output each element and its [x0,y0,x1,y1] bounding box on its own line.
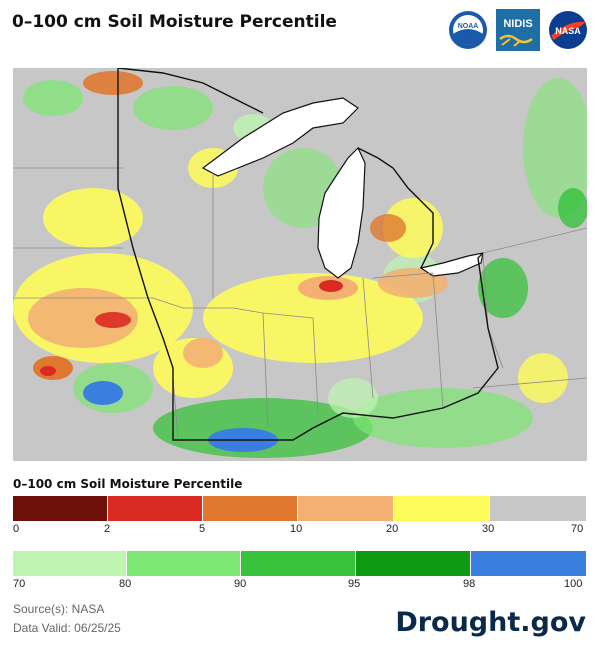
tick-label: 70 [13,578,26,590]
tick-label: 5 [199,523,206,535]
legend-title: 0–100 cm Soil Moisture Percentile [13,477,243,491]
legend-bin-80-90 [127,551,241,576]
wet-legend-bar [13,551,586,576]
legend-bin-95-98 [356,551,471,576]
legend-bin-5-10 [203,496,298,521]
logo-group: NOAA NIDIS NASA [448,8,588,52]
tick-label: 95 [348,578,361,590]
tick-label: 20 [386,523,399,535]
drought-gov-link[interactable]: Drought.gov [395,607,586,638]
state-boundaries [13,167,587,439]
nidis-logo[interactable]: NIDIS [496,9,540,51]
legend-bin-20-30 [394,496,490,521]
source-info: Source(s): NASA Data Valid: 06/25/25 [13,600,121,638]
tick-label: 0 [13,523,20,535]
source-text: Source(s): NASA [13,602,105,616]
legend-bin-98-100 [471,551,586,576]
page-title: 0–100 cm Soil Moisture Percentile [12,12,337,32]
tick-label: 98 [463,578,476,590]
lake-michigan [317,146,366,279]
tick-label: 100 [564,578,583,590]
lake-erie [419,252,484,277]
soil-moisture-map[interactable] [13,68,587,461]
legend-bin-70-80 [13,551,127,576]
legend-bin-90-95 [241,551,356,576]
legend-bin-2-5 [108,496,203,521]
noaa-logo[interactable]: NOAA [448,10,488,50]
tick-label: 30 [482,523,495,535]
lake-superior [201,97,359,177]
svg-text:NIDIS: NIDIS [503,18,532,30]
data-valid-date: Data Valid: 06/25/25 [13,621,121,635]
svg-text:NOAA: NOAA [458,23,479,30]
tick-label: 70 [571,523,584,535]
tick-label: 90 [234,578,247,590]
legend-bin-30-70 [490,496,586,521]
legend-bin-0-2 [13,496,108,521]
midwest-region-border [117,68,499,441]
legend-bin-10-20 [298,496,394,521]
tick-label: 10 [290,523,303,535]
nasa-logo[interactable]: NASA [548,10,588,50]
wet-areas [23,78,587,458]
map-svg [13,68,587,461]
dry-legend-bar [13,496,586,521]
tick-label: 80 [119,578,132,590]
tick-label: 2 [104,523,111,535]
svg-text:NASA: NASA [555,26,581,36]
